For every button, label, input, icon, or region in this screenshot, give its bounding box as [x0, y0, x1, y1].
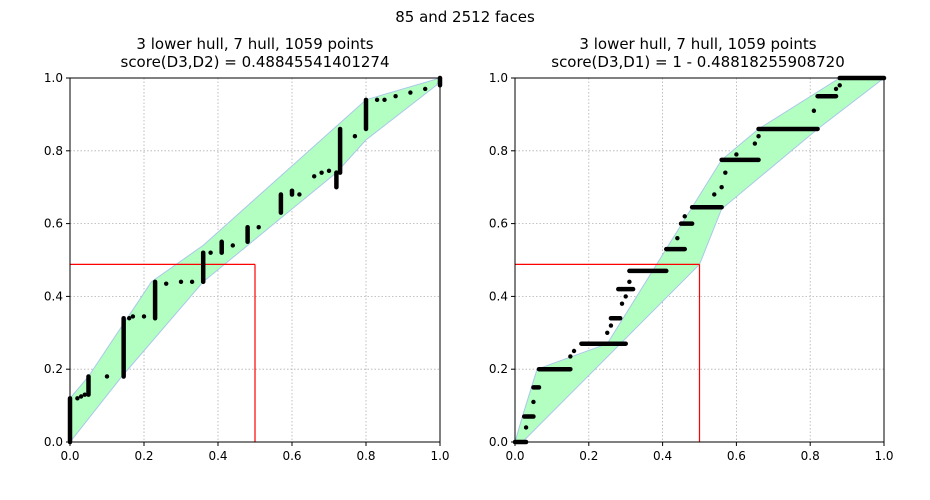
left-ytick-label: 1.0: [44, 71, 63, 85]
right-data-point: [833, 86, 839, 92]
right-data-point: [623, 294, 628, 299]
right-data-point: [756, 134, 761, 139]
left-plot-title: 3 lower hull, 7 hull, 1059 points: [136, 35, 373, 53]
left-data-point: [141, 314, 147, 319]
right-xtick-label: 0.4: [653, 449, 672, 463]
left-data-point: [127, 316, 132, 321]
left-xtick-label: 1.0: [430, 449, 449, 463]
left-data-point: [82, 392, 88, 397]
left-axes-frame: [69, 77, 441, 443]
left-data-point: [319, 170, 324, 175]
left-ytick-label: 0.0: [44, 435, 63, 449]
right-xtick-label: 0.6: [727, 449, 746, 463]
left-data-point: [297, 192, 302, 197]
right-data-point: [523, 425, 529, 430]
left-xtick-label: 0.4: [208, 449, 227, 463]
right-data-point: [571, 348, 577, 354]
left-plot-subtitle: score(D3,D2) = 0.48845541401274: [121, 53, 390, 71]
right-data-point: [531, 399, 536, 405]
left-data-point: [352, 134, 358, 139]
right-data-point: [719, 185, 724, 190]
right-axes-frame: [514, 77, 885, 443]
right-xtick-label: 1.0: [874, 449, 893, 463]
figure-suptitle: 85 and 2512 faces: [395, 8, 535, 26]
left-data-point: [78, 394, 84, 399]
left-data-point: [312, 174, 317, 179]
left-ytick-label: 0.4: [44, 289, 63, 303]
left-data-point: [230, 243, 235, 248]
right-data-point: [605, 330, 610, 335]
right-data-point: [682, 214, 687, 219]
right-data-point: [627, 279, 632, 285]
right-data-point: [712, 192, 717, 197]
left-data-point: [393, 94, 398, 99]
left-data-point: [164, 281, 169, 286]
left-xtick-label: 0.2: [134, 449, 153, 463]
right-data-point: [568, 354, 573, 359]
right-xtick-label: 0.2: [579, 449, 598, 463]
left-data-point: [374, 97, 380, 103]
left-ytick-label: 0.2: [44, 362, 63, 376]
left-xtick-label: 0.6: [282, 449, 301, 463]
left-ytick-label: 0.8: [44, 144, 63, 158]
left-data-point: [326, 168, 332, 174]
right-data-point: [619, 301, 625, 306]
left-data-point: [104, 374, 110, 379]
left-data-point: [382, 97, 387, 103]
left-ytick-label: 0.6: [44, 217, 63, 231]
right-data-point: [811, 108, 817, 113]
left-data-point: [408, 90, 413, 95]
right-xtick-label: 0.0: [505, 449, 524, 463]
right-plot-title: 3 lower hull, 7 hull, 1059 points: [579, 35, 816, 53]
right-data-point: [675, 235, 680, 241]
left-data-point: [208, 250, 213, 255]
right-plot-panel: 3 lower hull, 7 hull, 1059 points score(…: [489, 35, 894, 463]
left-data-point: [289, 188, 295, 194]
right-data-point: [723, 170, 728, 175]
right-plot-subtitle: score(D3,D1) = 1 - 0.48818255908720: [551, 53, 844, 71]
right-ytick-label: 0.0: [489, 435, 508, 449]
right-data-point: [734, 152, 739, 157]
left-data-point: [178, 279, 184, 285]
right-data-point: [837, 83, 842, 88]
left-data-point: [256, 225, 261, 230]
right-ytick-label: 0.2: [489, 362, 508, 376]
right-data-point: [608, 323, 614, 328]
right-ytick-label: 0.4: [489, 289, 508, 303]
left-data-point: [189, 279, 195, 285]
left-data-point: [130, 314, 136, 319]
right-ytick-label: 1.0: [489, 71, 508, 85]
right-data-point: [752, 141, 758, 146]
left-xtick-label: 0.0: [60, 449, 79, 463]
right-ytick-label: 0.6: [489, 217, 508, 231]
left-plot-panel: 3 lower hull, 7 hull, 1059 points score(…: [44, 35, 450, 463]
right-xtick-label: 0.8: [801, 449, 820, 463]
left-data-point: [423, 86, 428, 92]
left-xtick-label: 0.8: [356, 449, 375, 463]
right-ytick-label: 0.8: [489, 144, 508, 158]
left-data-point: [75, 396, 80, 401]
